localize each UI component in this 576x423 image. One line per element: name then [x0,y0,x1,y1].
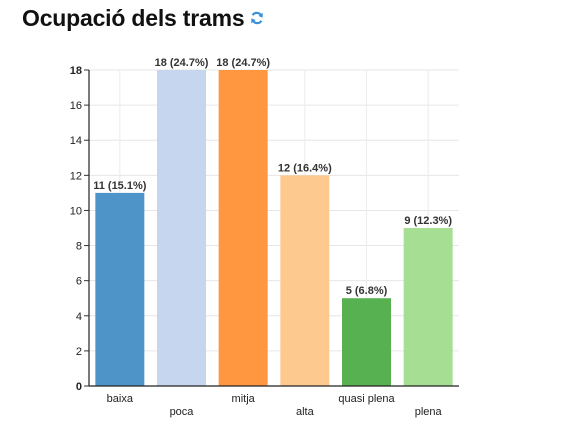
page-title: Ocupació dels trams [22,4,245,31]
y-tick-label: 10 [70,205,82,217]
y-tick-label: 14 [70,135,82,147]
y-tick-label: 8 [76,241,82,253]
y-tick-label: 16 [70,100,82,112]
y-tick-label: 4 [76,311,82,323]
x-category-label: quasi plena [338,393,395,405]
bar-mitja [218,70,268,386]
x-category-label: plena [415,406,443,418]
y-tick-label: 18 [70,65,82,77]
data-label: 12 (16.4%) [278,162,332,174]
x-category-label: alta [296,406,315,418]
data-label: 18 (24.7%) [155,57,209,69]
data-label: 11 (15.1%) [93,180,147,192]
bar-alta [280,175,330,386]
chart-header: Ocupació dels trams [22,2,264,34]
refresh-icon[interactable] [250,11,264,25]
data-label: 9 (12.3%) [404,215,452,227]
data-label: 5 (6.8%) [346,285,388,297]
bar-plena [403,228,453,386]
y-tick-label: 0 [76,381,82,393]
x-category-label: baixa [107,393,134,405]
x-category-label: mitja [232,393,256,405]
y-tick-label: 2 [76,346,82,358]
y-tick-label: 6 [76,276,82,288]
x-category-label: poca [170,406,195,418]
bar-baixa [95,192,145,386]
data-label: 18 (24.7%) [216,57,270,69]
bar-poca [157,70,206,386]
y-tick-label: 12 [70,170,82,182]
bar-quasi-plena [342,298,391,386]
